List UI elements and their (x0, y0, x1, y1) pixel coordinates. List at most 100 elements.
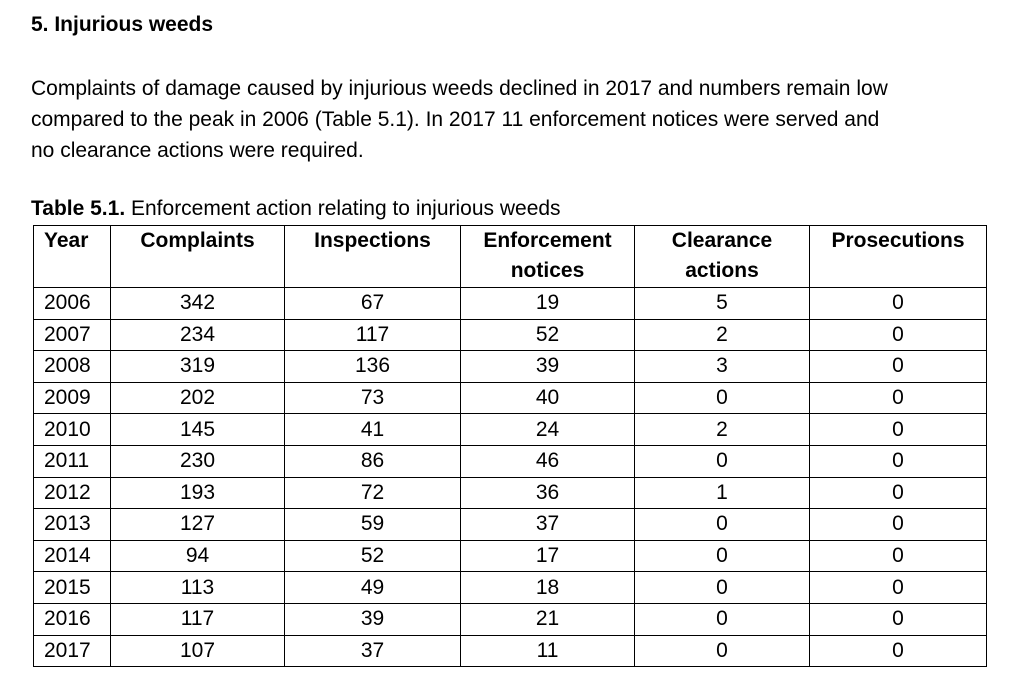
header-clearance-actions: Clearance actions (634, 225, 810, 288)
table-header-row: Year Complaints Inspections Enforcement n… (33, 225, 987, 288)
cell-clearance-actions: 0 (634, 539, 810, 573)
table-row: 2015 113 49 18 0 0 (33, 571, 987, 604)
cell-prosecutions: 0 (809, 381, 987, 415)
table-row: 2007 234 117 52 2 0 (33, 318, 987, 352)
section-heading: 5. Injurious weeds (31, 13, 214, 36)
header-inspections: Inspections (284, 225, 461, 288)
cell-enforcement-notices: 19 (460, 287, 635, 320)
cell-year: 2012 (33, 476, 111, 510)
cell-year: 2011 (33, 444, 111, 478)
cell-complaints: 113 (110, 571, 285, 604)
cell-inspections: 49 (284, 571, 461, 604)
cell-complaints: 145 (110, 413, 285, 446)
cell-enforcement-notices: 40 (460, 381, 635, 415)
cell-enforcement-notices: 37 (460, 508, 635, 541)
table-caption-label: Table 5.1. (31, 197, 126, 220)
cell-year: 2013 (33, 508, 111, 541)
cell-year: 2009 (33, 381, 111, 415)
table-row: 2006 342 67 19 5 0 (33, 287, 987, 320)
cell-year: 2015 (33, 571, 111, 604)
cell-clearance-actions: 0 (634, 634, 810, 668)
cell-inspections: 59 (284, 508, 461, 541)
header-year: Year (33, 225, 111, 288)
enforcement-table: Year Complaints Inspections Enforcement n… (33, 225, 987, 668)
cell-inspections: 72 (284, 476, 461, 510)
cell-year: 2006 (33, 287, 111, 320)
cell-prosecutions: 0 (809, 287, 987, 320)
cell-prosecutions: 0 (809, 571, 987, 604)
cell-complaints: 342 (110, 287, 285, 320)
cell-enforcement-notices: 17 (460, 539, 635, 573)
header-enforcement-notices: Enforcement notices (460, 225, 635, 288)
cell-clearance-actions: 2 (634, 318, 810, 352)
cell-prosecutions: 0 (809, 508, 987, 541)
cell-enforcement-notices: 11 (460, 634, 635, 668)
cell-complaints: 127 (110, 508, 285, 541)
cell-complaints: 202 (110, 381, 285, 415)
cell-inspections: 136 (284, 350, 461, 383)
cell-complaints: 230 (110, 444, 285, 478)
cell-clearance-actions: 0 (634, 602, 810, 636)
table-row: 2013 127 59 37 0 0 (33, 508, 987, 541)
cell-prosecutions: 0 (809, 318, 987, 352)
cell-inspections: 73 (284, 381, 461, 415)
cell-prosecutions: 0 (809, 350, 987, 383)
cell-inspections: 39 (284, 602, 461, 636)
header-clearance-line2: actions (685, 259, 759, 282)
cell-year: 2007 (33, 318, 111, 352)
cell-clearance-actions: 3 (634, 350, 810, 383)
cell-prosecutions: 0 (809, 444, 987, 478)
cell-prosecutions: 0 (809, 634, 987, 668)
cell-inspections: 37 (284, 634, 461, 668)
cell-enforcement-notices: 52 (460, 318, 635, 352)
intro-paragraph: Complaints of damage caused by injurious… (31, 73, 1006, 166)
table-row: 2010 145 41 24 2 0 (33, 413, 987, 446)
cell-clearance-actions: 0 (634, 444, 810, 478)
table-row: 2016 117 39 21 0 0 (33, 602, 987, 636)
cell-clearance-actions: 0 (634, 381, 810, 415)
cell-complaints: 319 (110, 350, 285, 383)
paragraph-line: compared to the peak in 2006 (Table 5.1)… (31, 108, 880, 131)
cell-clearance-actions: 2 (634, 413, 810, 446)
cell-complaints: 94 (110, 539, 285, 573)
cell-clearance-actions: 0 (634, 571, 810, 604)
paragraph-line: no clearance actions were required. (31, 139, 364, 162)
header-complaints: Complaints (110, 225, 285, 288)
header-enforcement-line2: notices (510, 259, 585, 282)
cell-year: 2014 (33, 539, 111, 573)
cell-prosecutions: 0 (809, 539, 987, 573)
cell-inspections: 117 (284, 318, 461, 352)
header-enforcement-line1: Enforcement (483, 229, 612, 252)
cell-year: 2010 (33, 413, 111, 446)
cell-inspections: 86 (284, 444, 461, 478)
cell-year: 2016 (33, 602, 111, 636)
cell-enforcement-notices: 36 (460, 476, 635, 510)
table-row: 2017 107 37 11 0 0 (33, 634, 987, 668)
cell-enforcement-notices: 21 (460, 602, 635, 636)
paragraph-line: Complaints of damage caused by injurious… (31, 77, 888, 100)
cell-enforcement-notices: 39 (460, 350, 635, 383)
table-row: 2012 193 72 36 1 0 (33, 476, 987, 510)
table-row: 2011 230 86 46 0 0 (33, 444, 987, 478)
cell-inspections: 41 (284, 413, 461, 446)
cell-prosecutions: 0 (809, 413, 987, 446)
cell-inspections: 52 (284, 539, 461, 573)
header-clearance-line1: Clearance (671, 229, 773, 252)
cell-enforcement-notices: 18 (460, 571, 635, 604)
cell-complaints: 193 (110, 476, 285, 510)
cell-prosecutions: 0 (809, 476, 987, 510)
cell-clearance-actions: 5 (634, 287, 810, 320)
cell-clearance-actions: 0 (634, 508, 810, 541)
cell-inspections: 67 (284, 287, 461, 320)
cell-prosecutions: 0 (809, 602, 987, 636)
cell-year: 2017 (33, 634, 111, 668)
header-prosecutions: Prosecutions (809, 225, 987, 288)
table-row: 2014 94 52 17 0 0 (33, 539, 987, 573)
cell-enforcement-notices: 46 (460, 444, 635, 478)
table-row: 2009 202 73 40 0 0 (33, 381, 987, 415)
table-caption-text: Enforcement action relating to injurious… (125, 197, 561, 220)
table-caption: Table 5.1. Enforcement action relating t… (31, 195, 561, 223)
cell-complaints: 107 (110, 634, 285, 668)
cell-year: 2008 (33, 350, 111, 383)
table-row: 2008 319 136 39 3 0 (33, 350, 987, 383)
